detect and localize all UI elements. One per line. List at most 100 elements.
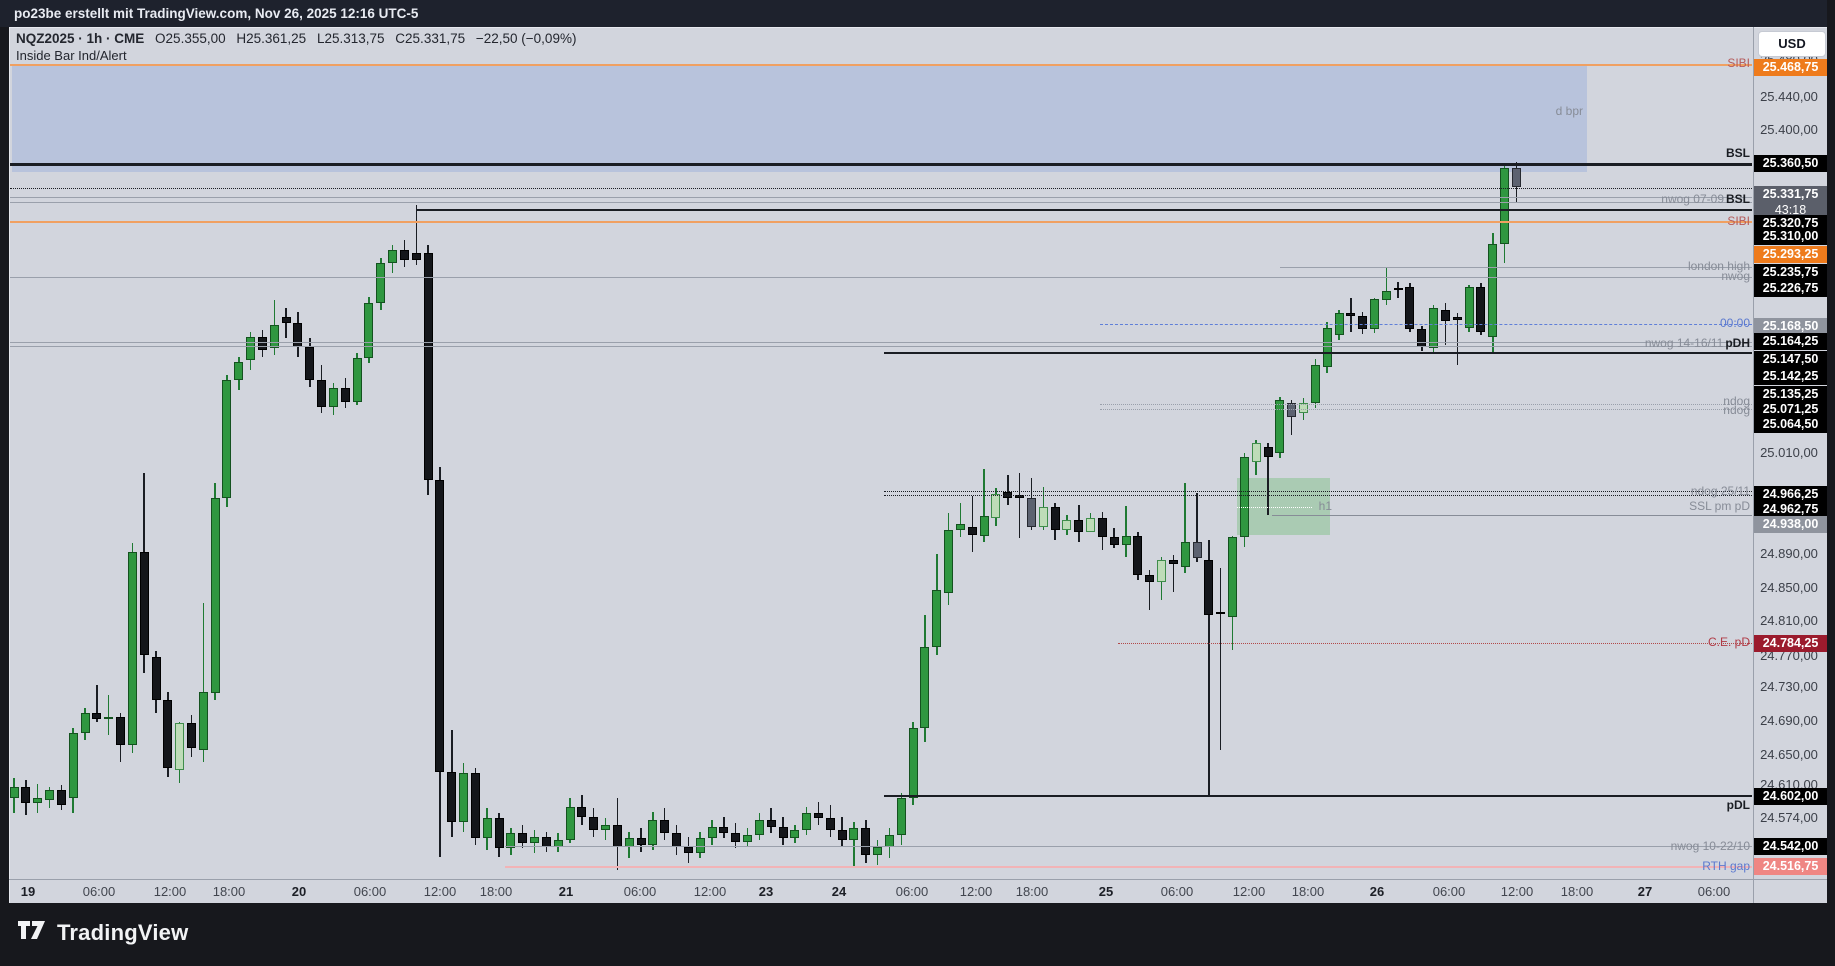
time-tick[interactable]: 18:00 <box>1015 884 1049 899</box>
time-tick[interactable]: 20 <box>291 884 307 899</box>
candle[interactable] <box>565 806 575 840</box>
candle[interactable] <box>1251 443 1261 462</box>
candle[interactable] <box>139 551 149 655</box>
candle[interactable] <box>399 250 409 260</box>
candle[interactable] <box>1500 167 1510 245</box>
candle[interactable] <box>1168 560 1178 565</box>
candle[interactable] <box>1310 365 1320 404</box>
price-tick[interactable]: 24.810,00 <box>1760 613 1818 628</box>
candle[interactable] <box>967 526 977 535</box>
candle[interactable] <box>104 716 114 720</box>
candle[interactable] <box>482 818 492 839</box>
time-tick[interactable]: 25 <box>1098 884 1114 899</box>
time-tick[interactable]: 12:00 <box>959 884 993 899</box>
candle[interactable] <box>944 530 954 593</box>
candle[interactable] <box>246 336 256 360</box>
chart-pane[interactable] <box>9 27 1827 903</box>
price-tick[interactable]: 24.850,00 <box>1760 580 1818 595</box>
candle[interactable] <box>257 336 267 350</box>
candle[interactable] <box>1026 498 1036 527</box>
candle[interactable] <box>234 361 244 380</box>
time-tick[interactable]: 12:00 <box>1500 884 1534 899</box>
candle[interactable] <box>1263 446 1273 457</box>
candle[interactable] <box>1121 535 1131 545</box>
candle[interactable] <box>1239 456 1249 537</box>
candle[interactable] <box>861 828 871 855</box>
candle[interactable] <box>601 825 610 830</box>
price-tick[interactable]: 24.650,00 <box>1760 747 1818 762</box>
chart-legend[interactable]: NQZ2025 · 1h · CME O25.355,00 H25.361,25… <box>16 31 583 63</box>
time-tick[interactable]: 06:00 <box>1432 884 1466 899</box>
time-tick[interactable]: 18:00 <box>1291 884 1325 899</box>
candle[interactable] <box>494 818 504 849</box>
candle[interactable] <box>340 388 350 402</box>
candle[interactable] <box>754 820 764 835</box>
candle[interactable] <box>790 830 800 839</box>
candle[interactable] <box>175 723 185 770</box>
candle[interactable] <box>447 771 457 822</box>
candle[interactable] <box>68 733 78 799</box>
candle[interactable] <box>506 833 516 849</box>
time-tick[interactable]: 26 <box>1369 884 1385 899</box>
candle[interactable] <box>388 250 398 264</box>
candle[interactable] <box>198 691 208 750</box>
candle[interactable] <box>979 515 989 536</box>
candle[interactable] <box>33 798 43 804</box>
candle[interactable] <box>127 551 137 745</box>
candle[interactable] <box>1109 536 1119 545</box>
price-tick[interactable]: 24.890,00 <box>1760 546 1818 561</box>
candle[interactable] <box>530 836 539 844</box>
price-tick[interactable]: 24.730,00 <box>1760 679 1818 694</box>
currency-button[interactable]: USD <box>1758 31 1826 57</box>
candle[interactable] <box>1180 541 1190 567</box>
time-tick[interactable]: 12:00 <box>423 884 457 899</box>
candle[interactable] <box>1476 286 1486 333</box>
time-tick[interactable]: 12:00 <box>1232 884 1266 899</box>
time-tick[interactable]: 18:00 <box>212 884 246 899</box>
candle[interactable] <box>766 820 776 827</box>
price-tick[interactable]: 25.010,00 <box>1760 445 1818 460</box>
candle[interactable] <box>317 380 327 407</box>
candle[interactable] <box>719 826 729 834</box>
candle[interactable] <box>1204 560 1214 615</box>
candle[interactable] <box>186 723 196 749</box>
candle[interactable] <box>577 806 587 817</box>
candle[interactable] <box>920 646 930 729</box>
candle[interactable] <box>21 786 31 804</box>
candle[interactable] <box>896 798 906 835</box>
candle[interactable] <box>1322 327 1332 367</box>
candle[interactable] <box>364 303 374 359</box>
price-tick[interactable]: 24.770,00 <box>1760 648 1818 663</box>
candle[interactable] <box>1074 520 1084 532</box>
candle[interactable] <box>352 358 362 402</box>
candle[interactable] <box>328 388 338 407</box>
time-tick[interactable]: 06:00 <box>623 884 657 899</box>
candle[interactable] <box>1133 535 1143 575</box>
candle[interactable] <box>1145 575 1155 582</box>
candle[interactable] <box>45 790 54 800</box>
candle[interactable] <box>1488 244 1498 337</box>
candle[interactable] <box>589 816 599 830</box>
time-tick[interactable]: 06:00 <box>1160 884 1194 899</box>
candle[interactable] <box>707 826 717 839</box>
candle[interactable] <box>1440 310 1450 321</box>
time-tick[interactable]: 12:00 <box>153 884 187 899</box>
time-tick[interactable]: 18:00 <box>479 884 513 899</box>
candle[interactable] <box>991 494 1001 519</box>
candle[interactable] <box>1157 560 1166 582</box>
candle[interactable] <box>1216 611 1226 614</box>
candle[interactable] <box>1192 541 1202 559</box>
candle[interactable] <box>908 728 918 799</box>
candle[interactable] <box>660 820 670 834</box>
time-tick[interactable]: 12:00 <box>693 884 727 899</box>
candle[interactable] <box>849 828 859 840</box>
candle[interactable] <box>1038 506 1048 527</box>
candle[interactable] <box>1050 506 1060 530</box>
candle[interactable] <box>1511 167 1521 187</box>
candle[interactable] <box>222 380 232 499</box>
candle[interactable] <box>1370 299 1379 330</box>
candle[interactable] <box>210 498 220 694</box>
candle[interactable] <box>932 590 942 647</box>
candle[interactable] <box>1086 517 1095 532</box>
candle[interactable] <box>116 716 125 745</box>
